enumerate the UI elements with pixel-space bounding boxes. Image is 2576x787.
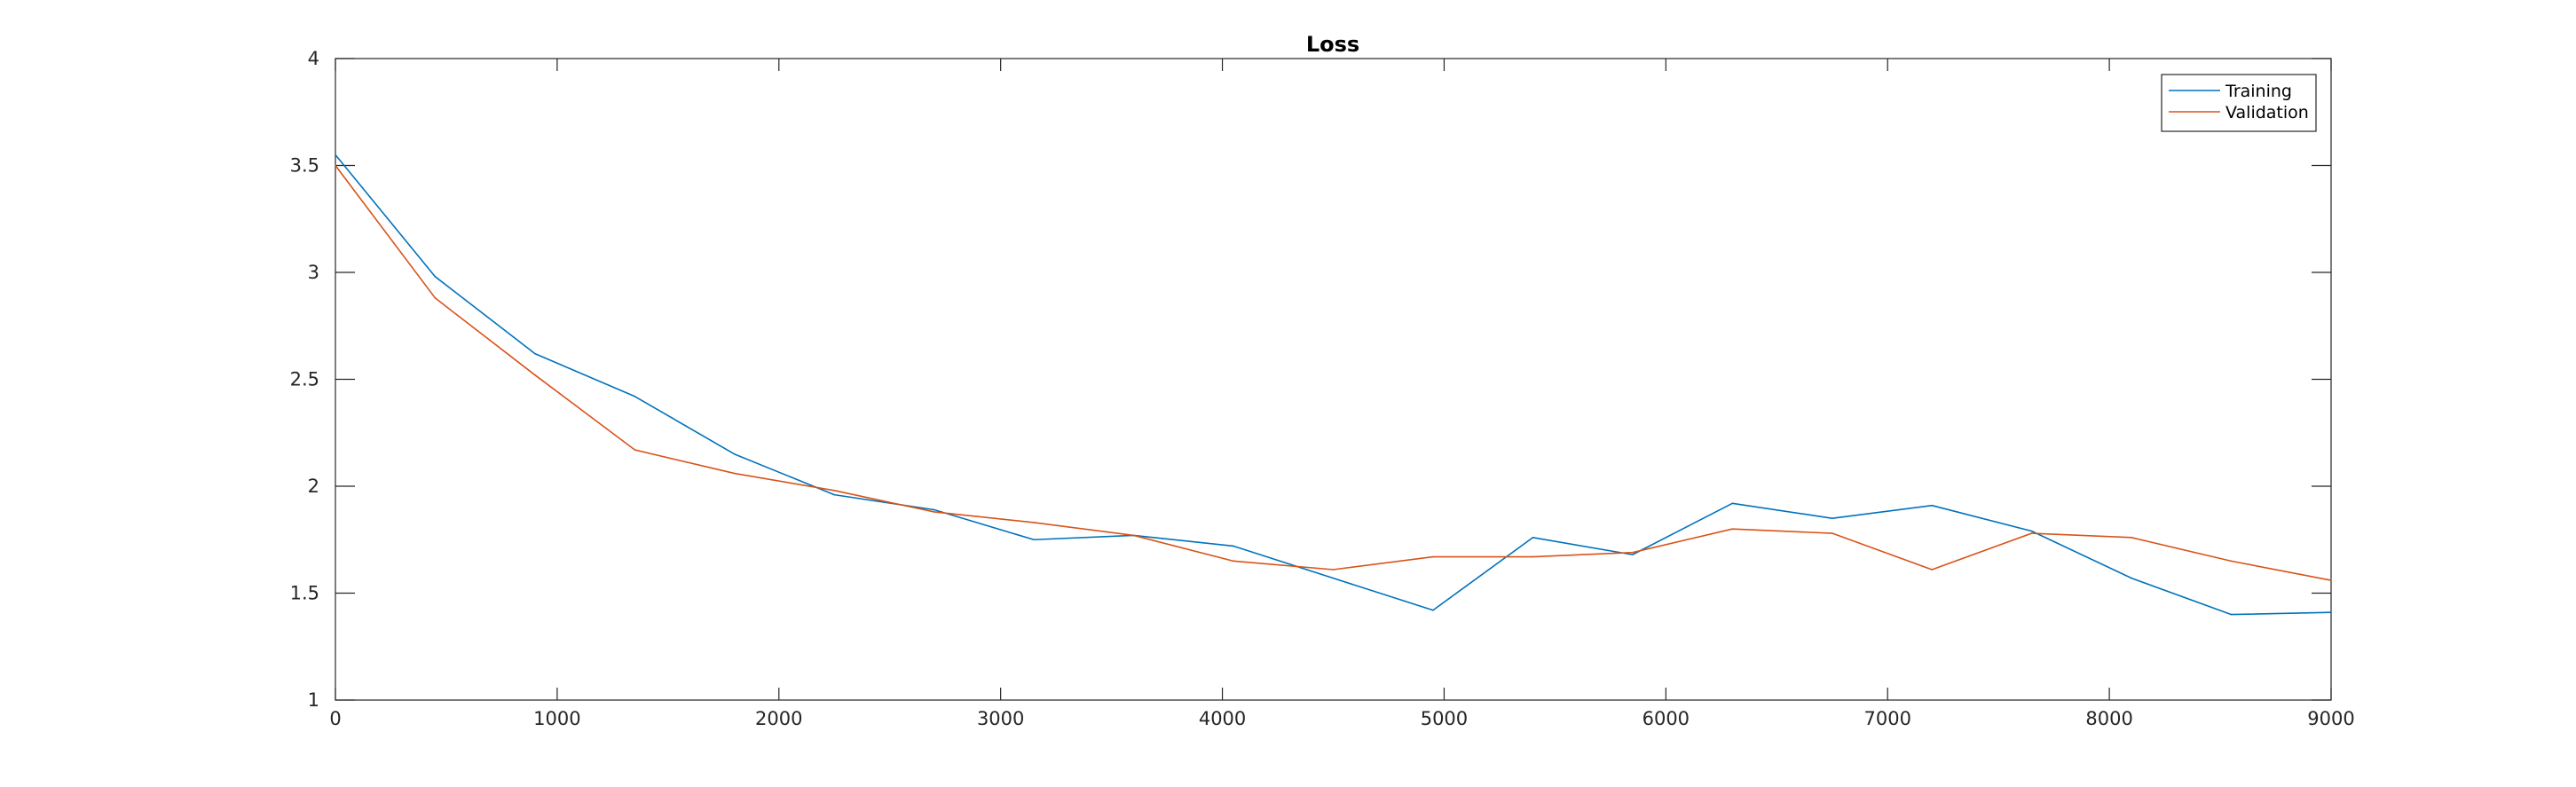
training-data-point xyxy=(335,153,336,156)
validation-data-point xyxy=(335,164,336,167)
training-data-point xyxy=(1931,504,1933,507)
x-tick-label: 5000 xyxy=(1421,708,1468,729)
y-tick-label: 4 xyxy=(308,48,319,69)
axes-box xyxy=(335,58,2332,701)
x-tick-label: 3000 xyxy=(977,708,1024,729)
training-data-point xyxy=(2131,577,2132,579)
validation-data-point xyxy=(1233,560,1234,563)
x-tick-label: 6000 xyxy=(1642,708,1690,729)
validation-data-point xyxy=(634,449,636,451)
series-layer xyxy=(335,153,2332,616)
validation-data-point xyxy=(1831,532,1833,534)
legend-label: Validation xyxy=(2225,103,2309,122)
y-axis: 1 1.5 2 2.5 3 3.5 4 xyxy=(290,48,2331,711)
y-tick-label: 1 xyxy=(308,689,319,711)
x-tick-label: 2000 xyxy=(755,708,802,729)
validation-data-point xyxy=(1332,569,1335,571)
plot-area xyxy=(335,58,2332,701)
x-tick-label: 1000 xyxy=(533,708,580,729)
validation-data-point xyxy=(2131,537,2132,539)
chart-title: Loss xyxy=(1306,32,1359,57)
validation-data-point xyxy=(2330,579,2332,581)
validation-data-point xyxy=(1632,551,1634,554)
training-data-point xyxy=(534,352,536,355)
validation-data-point xyxy=(534,374,536,376)
legend-label: Training xyxy=(2225,82,2292,101)
validation-data-point xyxy=(2030,532,2033,534)
training-data-point xyxy=(734,453,736,455)
x-axis: 0 1000 2000 3000 4000 5000 6000 7000 8000 9000 xyxy=(329,59,2355,729)
validation-data-point xyxy=(1132,534,1135,537)
training-data-point xyxy=(833,493,836,496)
validation-data-point xyxy=(833,490,836,492)
training-data-point xyxy=(2230,613,2233,616)
training-data-point xyxy=(1432,609,1434,611)
x-tick-label: 7000 xyxy=(1863,708,1910,729)
training-data-point xyxy=(434,276,437,278)
x-tick-label: 9000 xyxy=(2307,708,2354,729)
validation-data-point xyxy=(1532,555,1534,558)
training-data-point xyxy=(1731,502,1734,505)
validation-data-point xyxy=(933,511,935,513)
validation-data-point xyxy=(734,472,736,475)
validation-data-point xyxy=(1731,528,1734,530)
y-tick-label: 3.5 xyxy=(290,155,319,177)
x-tick-label: 0 xyxy=(329,708,341,729)
training-data-point xyxy=(634,395,636,397)
validation-data-point xyxy=(1432,555,1434,558)
training-data-point xyxy=(1233,545,1234,547)
y-tick-label: 1.5 xyxy=(290,583,319,604)
training-data-point xyxy=(2030,530,2033,532)
legend-box xyxy=(2161,74,2317,132)
training-data-point xyxy=(933,508,935,511)
training-data-point xyxy=(2330,611,2332,613)
legend: Training Validation xyxy=(2161,74,2317,132)
x-tick-label: 8000 xyxy=(2085,708,2132,729)
training-data-point xyxy=(1632,554,1634,555)
y-tick-label: 3 xyxy=(308,262,319,283)
y-tick-label: 2 xyxy=(308,476,319,497)
validation-data-point xyxy=(1931,569,1933,571)
validation-data-point xyxy=(2230,560,2233,563)
validation-data-point xyxy=(1033,522,1035,523)
validation-data-point xyxy=(434,297,437,299)
training-data-point xyxy=(1532,537,1534,539)
training-data-point xyxy=(1332,577,1335,579)
x-tick-label: 4000 xyxy=(1199,708,1246,729)
y-tick-label: 2.5 xyxy=(290,369,319,390)
training-data-point xyxy=(1033,539,1035,541)
training-data-point xyxy=(1831,517,1833,519)
